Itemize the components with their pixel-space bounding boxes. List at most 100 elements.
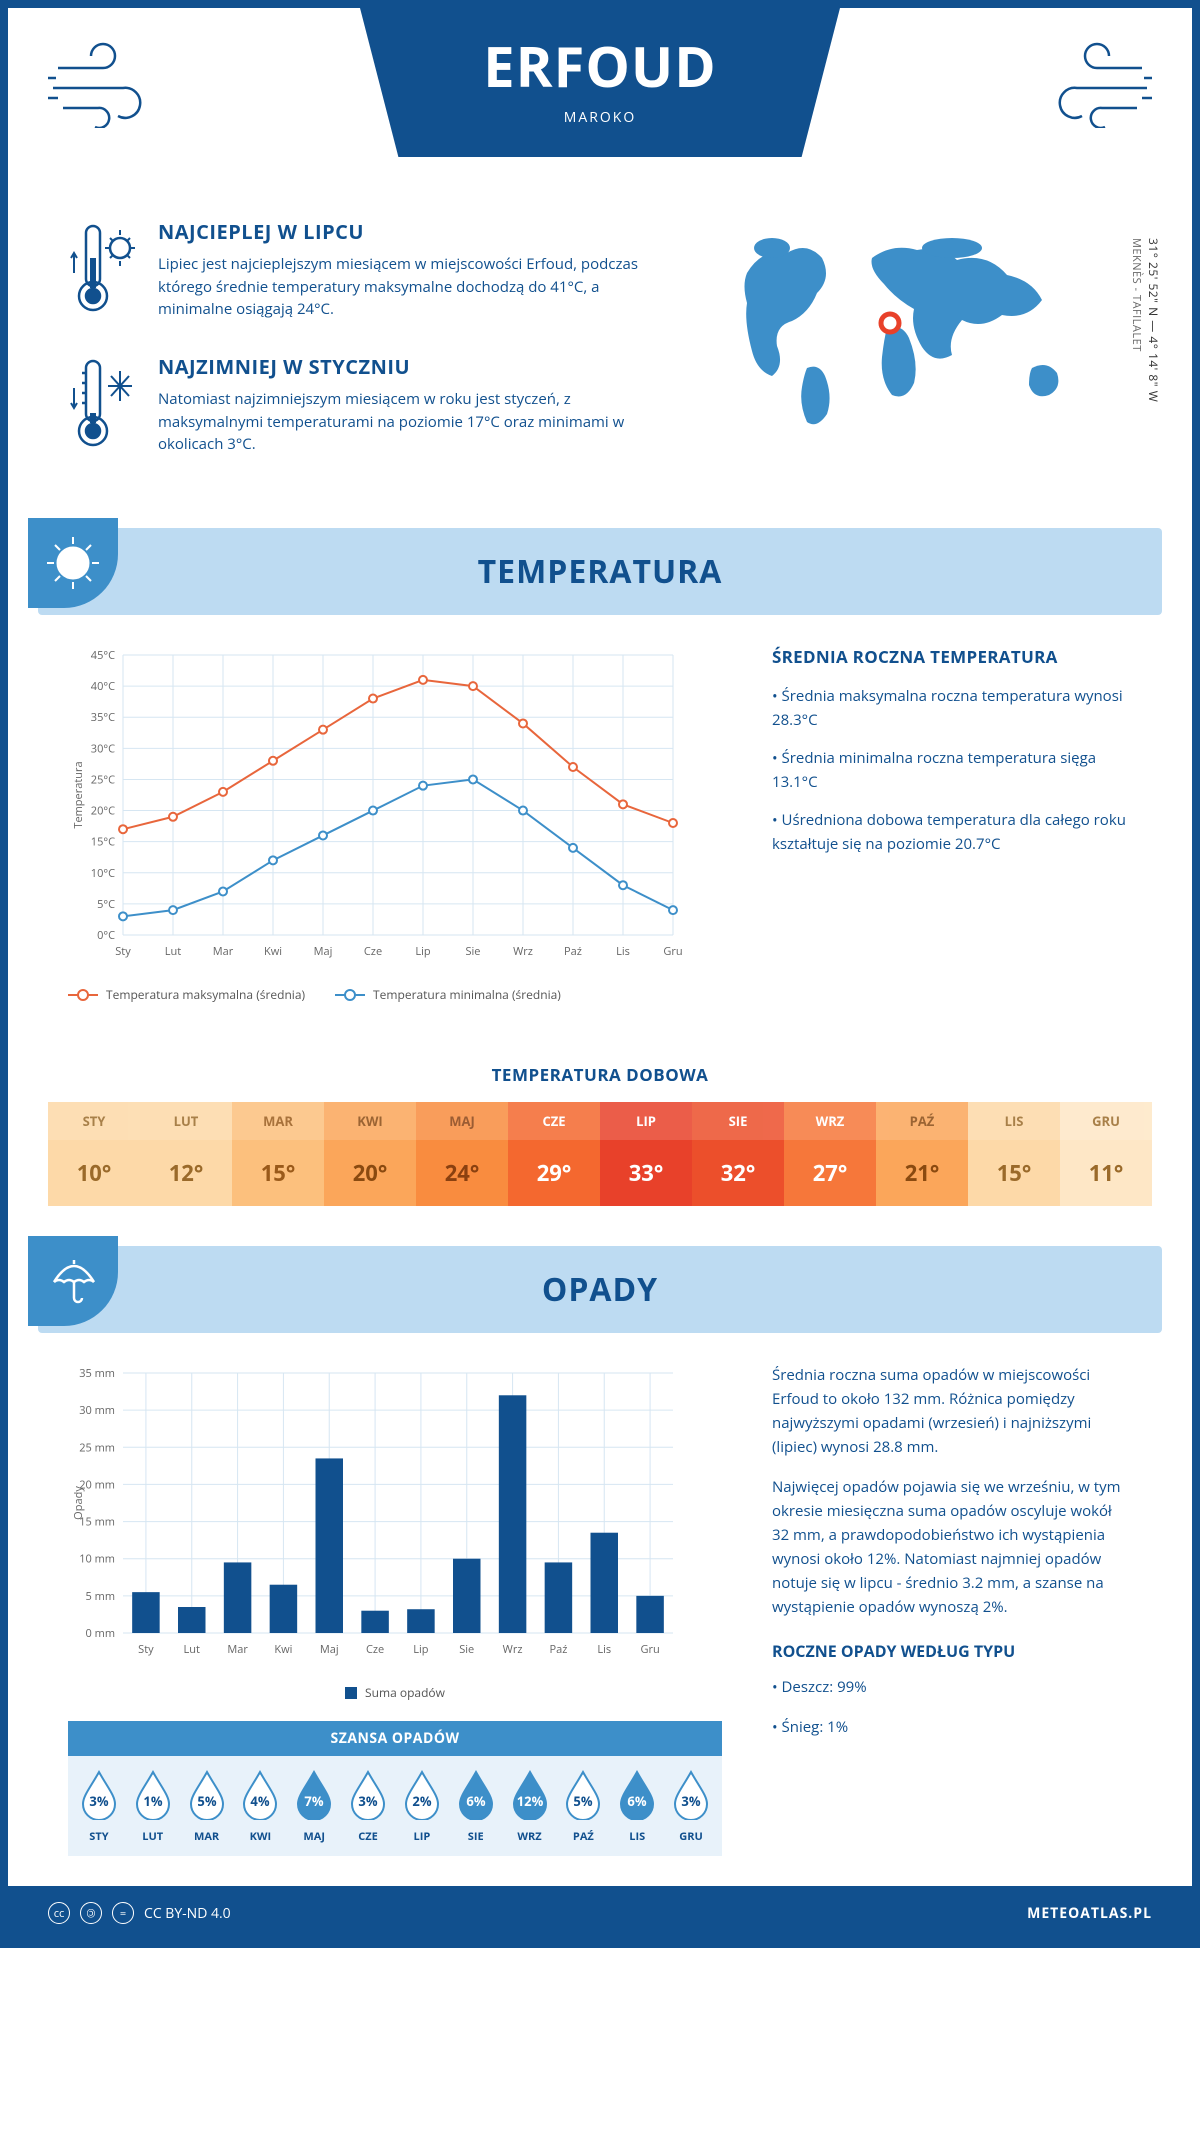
- cc-icon: cc: [48, 1902, 70, 1924]
- svg-text:2%: 2%: [412, 1792, 431, 1810]
- temperature-line-chart: 0°C5°C10°C15°C20°C25°C30°C35°C40°C45°CSt…: [68, 645, 722, 1003]
- svg-text:12%: 12%: [516, 1792, 543, 1810]
- svg-text:Kwi: Kwi: [264, 944, 282, 959]
- svg-text:5°C: 5°C: [97, 897, 115, 912]
- svg-text:Sie: Sie: [466, 944, 481, 959]
- coldest-title: NAJZIMNIEJ W STYCZNIU: [158, 353, 672, 380]
- svg-text:Maj: Maj: [314, 944, 333, 959]
- svg-text:Lut: Lut: [165, 944, 181, 959]
- svg-text:30°C: 30°C: [91, 741, 115, 756]
- svg-text:5%: 5%: [197, 1792, 216, 1810]
- temperature-section-header: TEMPERATURA: [38, 528, 1162, 615]
- svg-text:Opady: Opady: [71, 1486, 86, 1520]
- daily-temperature-table: STY10°LUT12°MAR15°KWI20°MAJ24°CZE29°LIP3…: [48, 1102, 1152, 1206]
- temperature-summary: ŚREDNIA ROCZNA TEMPERATURA • Średnia mak…: [772, 645, 1132, 1003]
- drop-cell: 3% CZE: [341, 1768, 395, 1844]
- precipitation-chart-row: 0 mm5 mm10 mm15 mm20 mm25 mm30 mm35 mmSt…: [8, 1333, 1192, 1886]
- svg-text:Gru: Gru: [640, 1642, 659, 1657]
- svg-text:6%: 6%: [466, 1792, 485, 1810]
- thermometer-cold-icon: [68, 353, 138, 458]
- temp-cell: PAŹ21°: [876, 1102, 968, 1206]
- drop-cell: 5% MAR: [180, 1768, 234, 1844]
- hottest-title: NAJCIEPLEJ W LIPCU: [158, 218, 672, 245]
- drop-cell: 4% KWI: [233, 1768, 287, 1844]
- svg-text:35°C: 35°C: [91, 710, 115, 725]
- coldest-block: NAJZIMNIEJ W STYCZNIU Natomiast najzimni…: [68, 353, 672, 458]
- hottest-block: NAJCIEPLEJ W LIPCU Lipiec jest najcieple…: [68, 218, 672, 323]
- svg-text:30 mm: 30 mm: [79, 1403, 115, 1418]
- svg-text:10°C: 10°C: [91, 866, 115, 881]
- svg-text:3%: 3%: [681, 1792, 700, 1810]
- chart-legend: Suma opadów: [68, 1684, 722, 1701]
- temp-cell: STY10°: [48, 1102, 140, 1206]
- precip-text-2: Najwięcej opadów pojawia się we wrześniu…: [772, 1475, 1132, 1619]
- coordinates: 31° 25' 52" N — 4° 14' 8" W MEKNÈS - TAF…: [1128, 238, 1162, 402]
- header: ERFOUD MAROKO: [8, 8, 1192, 188]
- svg-text:Lis: Lis: [597, 1642, 611, 1657]
- wind-icon: [1042, 38, 1152, 133]
- chart-legend: .legend-line[style*="e8663c"]::before{bo…: [68, 986, 722, 1003]
- svg-text:Lut: Lut: [184, 1642, 200, 1657]
- temperature-chart-row: 0°C5°C10°C15°C20°C25°C30°C35°C40°C45°CSt…: [8, 615, 1192, 1033]
- svg-text:5%: 5%: [574, 1792, 593, 1810]
- license: cc 🄯 = CC BY-ND 4.0: [48, 1902, 231, 1924]
- hottest-text: Lipiec jest najcieplejszym miesiącem w m…: [158, 253, 672, 321]
- drop-cell: 3% GRU: [664, 1768, 718, 1844]
- summary-item: • Średnia maksymalna roczna temperatura …: [772, 684, 1132, 732]
- drop-cell: 7% MAJ: [287, 1768, 341, 1844]
- svg-text:Wrz: Wrz: [513, 944, 533, 959]
- umbrella-icon: [28, 1236, 118, 1326]
- svg-text:Wrz: Wrz: [503, 1642, 523, 1657]
- site-name: METEOATLAS.PL: [1027, 1904, 1152, 1923]
- svg-text:6%: 6%: [628, 1792, 647, 1810]
- temp-cell: MAR15°: [232, 1102, 324, 1206]
- svg-text:4%: 4%: [251, 1792, 270, 1810]
- svg-text:15°C: 15°C: [91, 835, 115, 850]
- precip-text-1: Średnia roczna suma opadów w miejscowośc…: [772, 1363, 1132, 1459]
- temp-cell: KWI20°: [324, 1102, 416, 1206]
- svg-text:25°C: 25°C: [91, 772, 115, 787]
- sun-icon: [28, 518, 118, 608]
- svg-text:Sty: Sty: [138, 1642, 154, 1657]
- footer: cc 🄯 = CC BY-ND 4.0 METEOATLAS.PL: [8, 1886, 1192, 1940]
- svg-text:Cze: Cze: [364, 944, 382, 959]
- drop-cell: 1% LUT: [126, 1768, 180, 1844]
- drop-cell: 6% SIE: [449, 1768, 503, 1844]
- svg-text:Kwi: Kwi: [274, 1642, 292, 1657]
- precipitation-section-header: OPADY: [38, 1246, 1162, 1333]
- svg-text:25 mm: 25 mm: [79, 1440, 115, 1455]
- precip-by-type-item: • Deszcz: 99%: [772, 1675, 1132, 1699]
- by-icon: 🄯: [80, 1902, 102, 1924]
- svg-text:40°C: 40°C: [91, 679, 115, 694]
- intro-text-column: NAJCIEPLEJ W LIPCU Lipiec jest najcieple…: [68, 218, 672, 488]
- drop-cell: 6% LIS: [610, 1768, 664, 1844]
- drop-cell: 2% LIP: [395, 1768, 449, 1844]
- temp-cell: SIE32°: [692, 1102, 784, 1206]
- drop-cell: 12% WRZ: [503, 1768, 557, 1844]
- svg-text:Maj: Maj: [320, 1642, 339, 1657]
- precipitation-bar-chart: 0 mm5 mm10 mm15 mm20 mm25 mm30 mm35 mmSt…: [68, 1363, 722, 1701]
- precipitation-chance-table: SZANSA OPADÓW 3% STY 1% LUT 5% MAR 4% KW…: [68, 1721, 722, 1856]
- drop-cell: 3% STY: [72, 1768, 126, 1844]
- nd-icon: =: [112, 1902, 134, 1924]
- svg-text:Paź: Paź: [564, 944, 582, 959]
- svg-text:0 mm: 0 mm: [85, 1626, 115, 1641]
- summary-item: • Uśredniona dobowa temperatura dla całe…: [772, 808, 1132, 856]
- svg-text:Sie: Sie: [459, 1642, 474, 1657]
- coldest-text: Natomiast najzimniejszym miesiącem w rok…: [158, 388, 672, 456]
- svg-text:Sty: Sty: [115, 944, 131, 959]
- svg-text:Mar: Mar: [213, 944, 234, 959]
- svg-text:3%: 3%: [89, 1792, 108, 1810]
- temp-cell: GRU11°: [1060, 1102, 1152, 1206]
- svg-text:Temperatura: Temperatura: [71, 761, 86, 828]
- svg-text:10 mm: 10 mm: [79, 1552, 115, 1567]
- svg-text:3%: 3%: [358, 1792, 377, 1810]
- svg-text:20°C: 20°C: [91, 804, 115, 819]
- svg-text:5 mm: 5 mm: [85, 1589, 115, 1604]
- thermometer-hot-icon: [68, 218, 138, 323]
- precip-by-type-title: ROCZNE OPADY WEDŁUG TYPU: [772, 1639, 1132, 1665]
- summary-title: ŚREDNIA ROCZNA TEMPERATURA: [772, 645, 1132, 668]
- temp-cell: WRZ27°: [784, 1102, 876, 1206]
- svg-text:Lip: Lip: [413, 1642, 429, 1657]
- title-banner: ERFOUD MAROKO: [360, 8, 840, 157]
